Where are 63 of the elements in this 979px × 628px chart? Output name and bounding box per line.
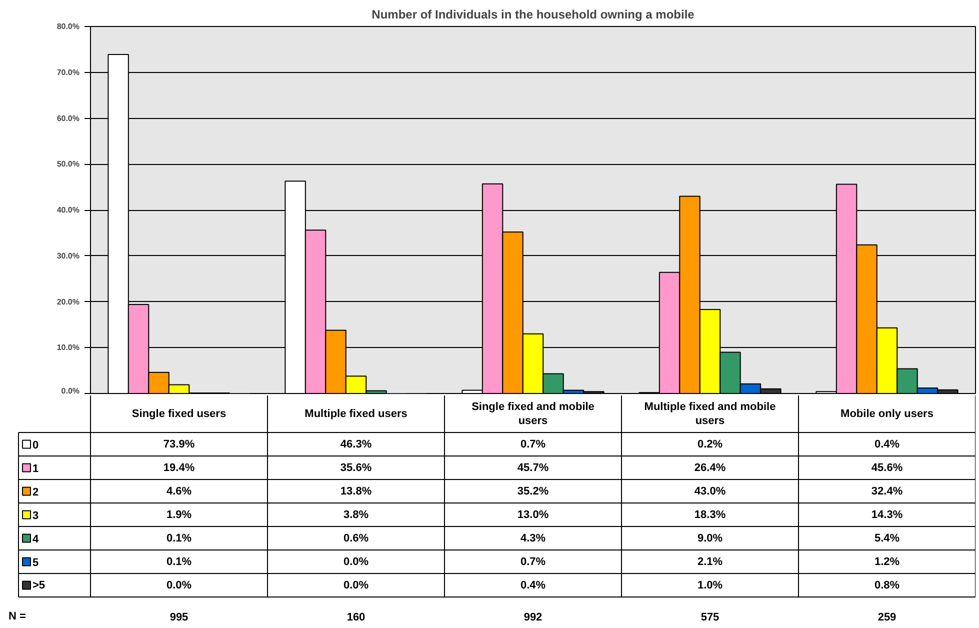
legend-label: 0 [32, 439, 39, 452]
data-label: 1.0% [697, 579, 723, 592]
data-label: 73.9% [163, 438, 195, 450]
data-label: 0.1% [166, 532, 192, 544]
text: N = [8, 610, 26, 622]
y-tick-label: 20.0% [56, 297, 80, 306]
data-label: 0.4% [874, 438, 900, 450]
text: 575 [700, 612, 720, 624]
legend-label: 3 [32, 510, 39, 522]
data-label: 35.6% [340, 462, 372, 474]
x-tick-label: Single fixed and mobile users [472, 400, 594, 428]
y-tick-label: 0.0% [61, 386, 80, 396]
data-label: 1.9% [166, 508, 192, 521]
data-label: 32.4% [871, 485, 903, 498]
data-label: 26.4% [694, 462, 726, 474]
data-label: 0.0% [343, 556, 369, 568]
data-label: 5.4% [874, 532, 900, 544]
data-label: 0.0% [166, 579, 192, 592]
y-tick-label: 30.0% [56, 251, 80, 260]
text: 259 [878, 612, 896, 624]
data-label: 43.0% [694, 485, 726, 498]
data-label: 13.8% [340, 485, 372, 498]
data-label: 0.1% [166, 556, 192, 568]
data-label: 46.3% [340, 438, 372, 450]
data-label: 2.1% [697, 556, 723, 568]
data-label: 13.0% [517, 508, 549, 521]
legend-label: 1 [32, 462, 39, 475]
y-tick-label: 80.0% [56, 22, 80, 31]
legend-label: 2 [32, 486, 39, 498]
data-label: 0.8% [874, 579, 900, 592]
text: 992 [524, 612, 542, 624]
data-label: 45.6% [871, 462, 903, 474]
data-label: 1.2% [874, 556, 900, 568]
text: 160 [346, 612, 366, 624]
data-label: 3.8% [343, 508, 369, 521]
data-label: 45.7% [517, 462, 549, 474]
data-label: 0.7% [520, 438, 546, 450]
y-tick-label: 10.0% [56, 343, 80, 352]
data-label: 4.3% [520, 532, 546, 544]
x-tick-label: Multiple fixed users [304, 408, 408, 420]
legend-label: 5 [32, 556, 39, 569]
data-label: 35.2% [517, 485, 549, 498]
text: 995 [170, 612, 188, 624]
x-tick-label: Single fixed users [132, 408, 226, 420]
legend-label: 4 [32, 533, 40, 546]
data-label: 0.0% [343, 579, 369, 592]
data-label: 0.6% [343, 532, 369, 544]
y-tick-label: 60.0% [56, 114, 80, 123]
data-label: 18.3% [694, 508, 726, 521]
x-tick-label: Multiple fixed and mobile users [644, 400, 776, 428]
y-tick-label: 40.0% [56, 206, 80, 214]
y-tick-label: 50.0% [56, 160, 80, 169]
data-label: 9.0% [697, 532, 723, 544]
data-label: 0.2% [697, 438, 723, 450]
data-label: 19.4% [163, 462, 195, 474]
data-label: 14.3% [871, 508, 903, 521]
chart-title: Number of Individuals in the household owning a mobile [372, 8, 695, 22]
data-label: 0.7% [520, 556, 546, 568]
data-label: 4.6% [166, 485, 192, 498]
legend-label: >5 [32, 579, 46, 592]
x-tick-label: Mobile only users [840, 408, 934, 420]
y-tick-label: 70.0% [56, 68, 80, 77]
data-label: 0.4% [520, 579, 546, 592]
